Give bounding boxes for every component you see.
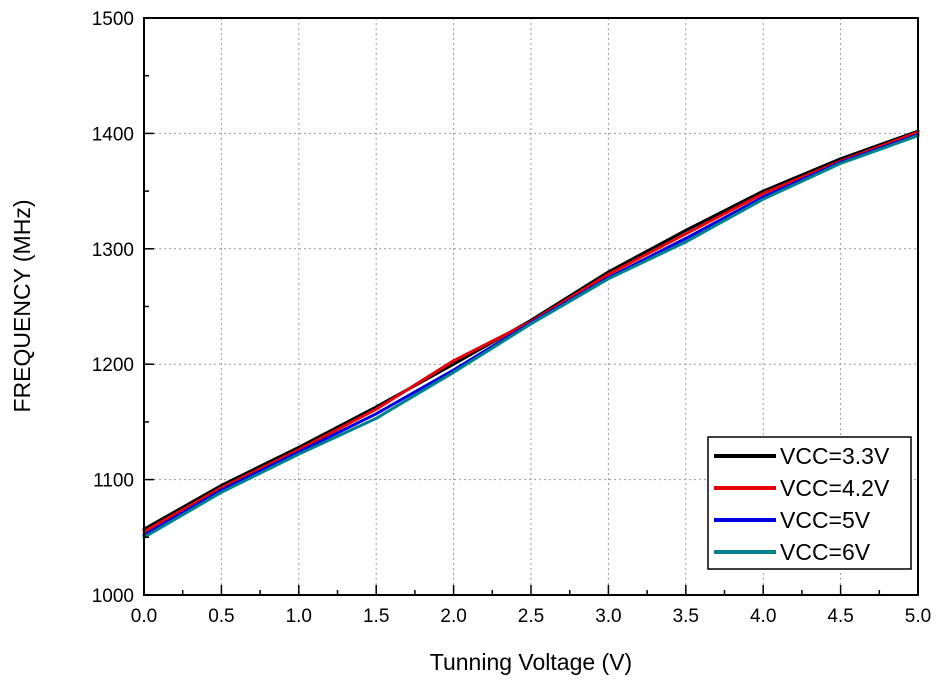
y-tick-label: 1000	[92, 586, 134, 607]
x-tick-label: 2.0	[440, 606, 466, 627]
x-tick-label: 4.5	[827, 606, 853, 627]
x-axis: 0.0 0.5 1.0 1.5 2.0 2.5 3.0 3.5 4.0 4.5 5.0	[131, 585, 931, 627]
series-lines	[142, 129, 920, 539]
x-tick-label: 0.0	[131, 606, 157, 627]
y-axis: 1000 1100 1200 1300 1400 1500	[92, 9, 154, 607]
y-tick-label: 1200	[92, 355, 134, 376]
legend-box	[707, 436, 912, 570]
x-tick-label: 3.0	[595, 606, 621, 627]
legend-label: VCC=4.2V	[780, 475, 890, 501]
y-tick-label: 1100	[93, 471, 134, 492]
y-tick-label: 1500	[92, 9, 134, 30]
series-line-4	[142, 134, 920, 539]
y-tick-label: 1300	[92, 240, 134, 261]
x-tick-label: 3.5	[673, 606, 699, 627]
legend: VCC=3.3V VCC=4.2V VCC=5V VCC=6V	[707, 436, 912, 570]
y-axis-title: FREQUENCY (MHz)	[9, 200, 35, 413]
y-tick-label: 1400	[92, 124, 134, 145]
x-tick-label: 1.5	[363, 606, 389, 627]
x-tick-label: 1.0	[286, 606, 312, 627]
x-tick-label: 0.5	[208, 606, 234, 627]
x-axis-title: Tunning Voltage (V)	[430, 649, 632, 675]
x-tick-label: 4.0	[750, 606, 776, 627]
legend-label: VCC=6V	[780, 539, 871, 565]
legend-label: VCC=3.3V	[780, 443, 890, 469]
legend-label: VCC=5V	[780, 507, 871, 533]
x-tick-label: 2.5	[518, 606, 544, 627]
x-tick-label: 5.0	[905, 606, 931, 627]
